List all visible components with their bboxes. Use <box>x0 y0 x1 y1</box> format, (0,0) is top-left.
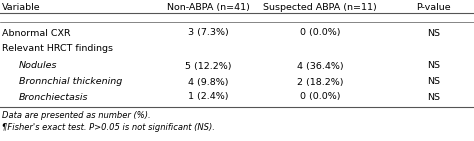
Text: 4 (9.8%): 4 (9.8%) <box>188 78 229 86</box>
Text: ¶Fisher's exact test. P>0.05 is not significant (NS).: ¶Fisher's exact test. P>0.05 is not sign… <box>2 124 215 133</box>
Text: P-value: P-value <box>416 3 451 12</box>
Text: NS: NS <box>427 92 440 102</box>
Text: 3 (7.3%): 3 (7.3%) <box>188 28 229 38</box>
Text: Data are presented as number (%).: Data are presented as number (%). <box>2 112 151 121</box>
Text: 0 (0.0%): 0 (0.0%) <box>300 28 340 38</box>
Text: Suspected ABPA (n=11): Suspected ABPA (n=11) <box>263 3 377 12</box>
Text: Bronnchial thickening: Bronnchial thickening <box>19 78 122 86</box>
Text: Non-ABPA (n=41): Non-ABPA (n=41) <box>167 3 250 12</box>
Text: Nodules: Nodules <box>19 61 57 70</box>
Text: Variable: Variable <box>2 3 41 12</box>
Text: 5 (12.2%): 5 (12.2%) <box>185 61 232 70</box>
Text: 0 (0.0%): 0 (0.0%) <box>300 92 340 102</box>
Text: NS: NS <box>427 61 440 70</box>
Text: NS: NS <box>427 28 440 38</box>
Text: 1 (2.4%): 1 (2.4%) <box>188 92 229 102</box>
Text: Abnormal CXR: Abnormal CXR <box>2 28 71 38</box>
Text: 4 (36.4%): 4 (36.4%) <box>297 61 343 70</box>
Text: 2 (18.2%): 2 (18.2%) <box>297 78 343 86</box>
Text: NS: NS <box>427 78 440 86</box>
Text: Relevant HRCT findings: Relevant HRCT findings <box>2 45 113 53</box>
Text: Bronchiectasis: Bronchiectasis <box>19 92 89 102</box>
